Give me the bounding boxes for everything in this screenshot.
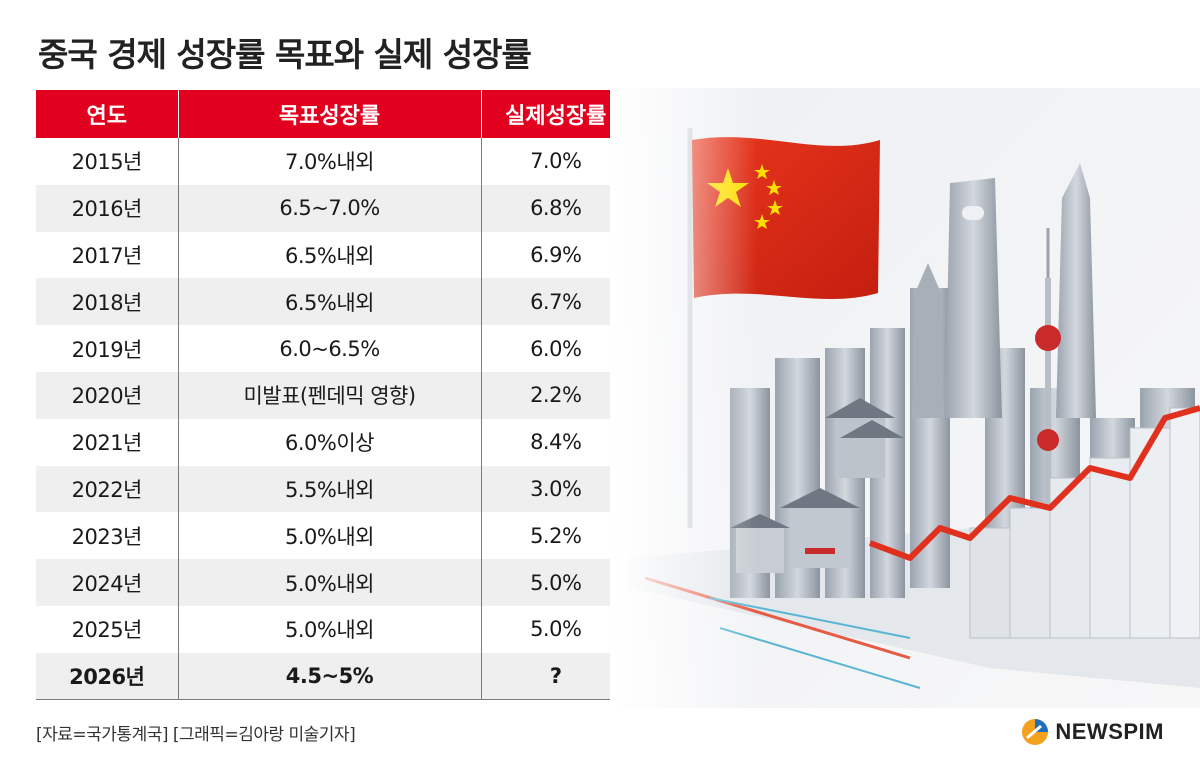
target-cell: 5.0%내외	[177, 512, 482, 560]
source-caption: [자료=국가통계국] [그래픽=김아랑 미술기자]	[36, 725, 356, 745]
table-row: 2025년 5.0%내외 5.0%	[36, 605, 630, 653]
actual-cell: 5.0%	[481, 605, 630, 653]
table-row: 2024년 5.0%내외 5.0%	[36, 559, 630, 606]
target-cell: 미발표(펜데믹 영향)	[177, 371, 482, 419]
actual-cell: ?	[481, 652, 630, 701]
actual-cell: 8.4%	[481, 418, 630, 466]
table-row: 2015년 7.0%내외 7.0%	[36, 138, 630, 185]
table-row: 2017년 6.5%내외 6.9%	[36, 231, 630, 279]
year-cell: 2024년	[36, 559, 178, 606]
year-cell: 2022년	[36, 465, 178, 513]
china-skyline-illustration	[610, 88, 1200, 708]
year-cell: 2019년	[36, 325, 178, 372]
target-cell: 6.0%이상	[177, 418, 482, 466]
target-cell: 4.5~5%	[177, 652, 482, 701]
actual-cell: 6.7%	[481, 278, 630, 326]
newspim-logo-icon	[1022, 719, 1049, 745]
year-cell: 2023년	[36, 512, 178, 560]
growth-table: 연도 목표성장률 실제성장률 2015년 7.0%내외 7.0% 2016년 6.5~7…	[36, 90, 630, 701]
actual-cell: 6.8%	[481, 184, 630, 232]
actual-cell: 5.2%	[481, 512, 630, 560]
table-header: 연도 목표성장률 실제성장률	[36, 90, 630, 138]
table-row: 2022년 5.5%내외 3.0%	[36, 465, 630, 513]
table-row: 2026년 4.5~5%?	[36, 652, 630, 701]
year-cell: 2018년	[36, 278, 178, 326]
target-cell: 5.0%내외	[177, 559, 482, 606]
actual-cell: 2.2%	[481, 371, 630, 419]
target-cell: 5.5%내외	[177, 465, 482, 513]
target-cell: 5.0%내외	[177, 605, 482, 653]
actual-cell: 3.0%	[481, 465, 630, 513]
target-cell: 7.0%내외	[177, 138, 482, 185]
header-actual: 실제성장률	[480, 90, 630, 138]
header-target: 목표성장률	[177, 90, 481, 138]
newspim-logo: NEWSPIM	[1021, 718, 1164, 746]
year-cell: 2016년	[36, 184, 178, 232]
target-cell: 6.0~6.5%	[177, 325, 482, 372]
table-row: 2016년 6.5~7.0% 6.8%	[36, 184, 630, 232]
table-row: 2021년 6.0%이상 8.4%	[36, 418, 630, 466]
actual-cell: 7.0%	[481, 138, 630, 185]
year-cell: 2021년	[36, 418, 178, 466]
actual-cell: 6.9%	[481, 231, 630, 279]
target-cell: 6.5%내외	[177, 278, 482, 326]
year-cell: 2020년	[36, 371, 178, 419]
skyline-graphic	[610, 88, 1200, 708]
year-cell: 2025년	[36, 605, 178, 653]
year-cell: 2026년	[36, 652, 178, 701]
table-row: 2020년 미발표(펜데믹 영향) 2.2%	[36, 371, 630, 419]
actual-cell: 6.0%	[481, 325, 630, 372]
header-year: 연도	[36, 90, 178, 138]
target-cell: 6.5%내외	[177, 231, 482, 279]
year-cell: 2017년	[36, 231, 178, 279]
actual-cell: 5.0%	[481, 559, 630, 606]
table-row: 2018년 6.5%내외 6.7%	[36, 278, 630, 326]
target-cell: 6.5~7.0%	[177, 184, 482, 232]
brand-name: NEWSPIM	[1055, 719, 1164, 744]
table-row: 2023년 5.0%내외 5.2%	[36, 512, 630, 560]
table-body: 2015년 7.0%내외 7.0% 2016년 6.5~7.0% 6.8% 2017년 6.5…	[36, 138, 630, 701]
table-row: 2019년 6.0~6.5% 6.0%	[36, 325, 630, 372]
year-cell: 2015년	[36, 138, 178, 185]
page-title: 중국 경제 성장률 목표와 실제 성장률	[38, 35, 532, 74]
